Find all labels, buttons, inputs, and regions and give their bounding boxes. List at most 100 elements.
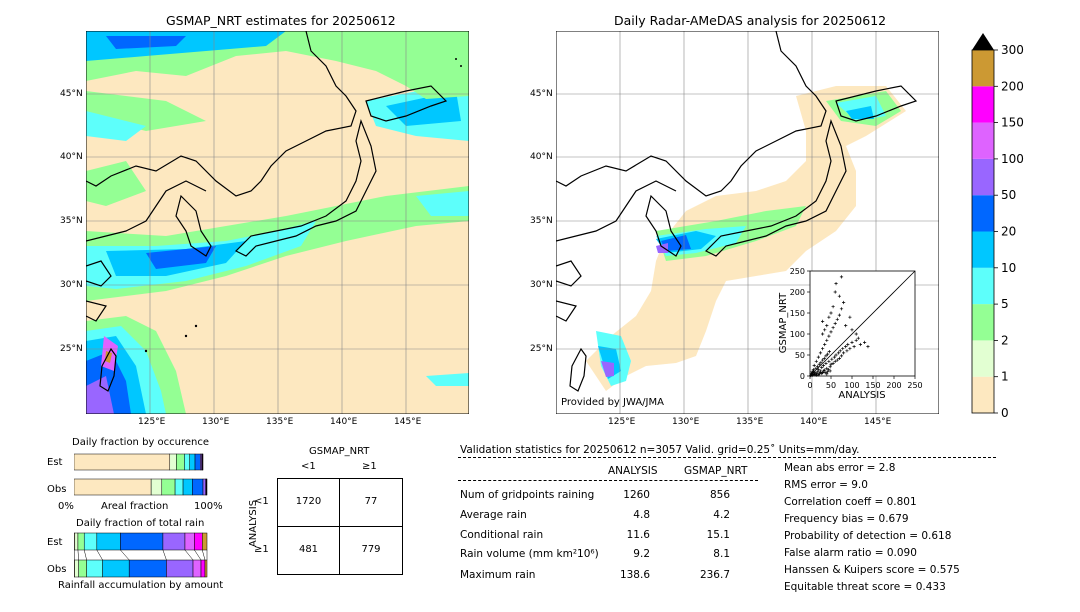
scatter-point	[828, 365, 832, 369]
scatter-xticks: 0 50 100 150 200 250	[807, 376, 923, 390]
colorbar-tick-label: 2	[1001, 333, 1009, 347]
scatter-point	[845, 349, 849, 353]
colorbar-tick-label: 100	[1001, 152, 1024, 166]
scatter-point	[821, 332, 825, 336]
validation-row-analysis: 1260	[623, 489, 650, 501]
scatter-inset: 0 50 100 150 200 250 0 50 100 150 200 250 ANALYSIS…	[778, 267, 923, 401]
scatter-xtick-label: 50	[826, 381, 836, 390]
scatter-point	[815, 370, 820, 374]
total-rain-title: Daily fraction of total rain	[76, 518, 205, 529]
stacked-bar-segment	[74, 453, 171, 471]
scatter-point	[866, 345, 870, 349]
scatter-point	[842, 300, 846, 305]
scatter-ytick-label: 150	[790, 309, 805, 318]
colorbar-tick-label: 300	[1001, 43, 1024, 57]
contingency-row-label: <1	[254, 496, 269, 507]
colorbar-tick-label: 150	[1001, 116, 1024, 130]
scatter-point	[817, 362, 821, 366]
occurence-title: Daily fraction by occurence	[72, 437, 210, 448]
occurence-xlabel: Areal fraction	[101, 501, 169, 512]
score-line: Probability of detection = 0.618	[784, 530, 952, 542]
right-lon-label: 145°E	[864, 417, 892, 427]
occurence-xtick-1: 100%	[194, 501, 223, 512]
scatter-xtick-label: 200	[886, 381, 901, 390]
score-line: Correlation coeff = 0.801	[784, 496, 917, 508]
scatter-point	[863, 340, 867, 344]
scatter-point	[837, 313, 841, 317]
left-lon-label: 125°E	[138, 417, 166, 427]
colorbar-segment	[972, 50, 994, 87]
score-line: Equitable threat score = 0.433	[784, 581, 946, 593]
stacked-bar-segment	[78, 559, 87, 578]
scatter-point	[823, 371, 827, 375]
contingency-row-label: ≥1	[254, 544, 269, 555]
scatter-point	[839, 354, 844, 358]
colorbar-segments	[972, 50, 994, 413]
scatter-point	[842, 351, 846, 355]
scatter-point	[837, 356, 841, 360]
score-line: Mean abs error = 2.8	[784, 462, 896, 474]
scatter-point	[818, 351, 823, 355]
right-lon-label: 140°E	[800, 417, 828, 427]
left-lat-label: 45°N	[60, 89, 83, 99]
validation-row-gsmap: 8.1	[713, 548, 730, 560]
scatter-point	[841, 347, 845, 351]
rain-connector-line	[120, 549, 130, 561]
left-map	[86, 31, 469, 414]
stacked-bar-segment	[77, 532, 85, 551]
validation-row-label: Rain volume (mm km²10⁶)	[460, 548, 599, 560]
scatter-point	[821, 363, 826, 368]
contingency-table: 1720 77 481 779	[277, 478, 403, 575]
scatter-point	[819, 360, 823, 365]
stacked-bar-segment	[192, 478, 204, 496]
right-lon-label: 125°E	[608, 417, 636, 427]
scatter-xtick-label: 100	[844, 381, 859, 390]
scatter-point	[813, 373, 817, 377]
scatter-point	[823, 342, 827, 347]
score-line: Frequency bias = 0.679	[784, 513, 909, 525]
scatter-point	[839, 275, 844, 279]
scatter-point	[821, 369, 826, 373]
contingency-cell: 481	[298, 544, 319, 555]
left-lat-label: 30°N	[60, 280, 83, 290]
validation-row-label: Num of gridpoints raining	[460, 489, 595, 501]
left-map-title: GSMAP_NRT estimates for 20250612	[166, 13, 396, 28]
scatter-point	[825, 324, 829, 328]
scatter-point	[812, 363, 816, 368]
scatter-point	[816, 355, 820, 359]
scatter-point	[824, 361, 828, 365]
right-map	[556, 31, 939, 414]
validation-row-gsmap: 4.2	[713, 509, 730, 521]
occurence-xtick-0: 0%	[58, 501, 74, 512]
scatter-point	[816, 368, 820, 372]
scatter-point	[810, 370, 814, 374]
validation-divider	[458, 457, 996, 458]
scatter-point	[826, 368, 831, 372]
stacked-bar-segment	[74, 559, 79, 578]
stacked-bar-segment	[202, 532, 208, 551]
colorbar-segment	[972, 267, 994, 305]
scatter-point	[858, 342, 862, 347]
stacked-bar-segment	[202, 478, 206, 496]
contingency-col-title: GSMAP_NRT	[309, 446, 370, 457]
colorbar-segment	[972, 86, 994, 123]
stacked-bar-segment	[174, 478, 184, 496]
stacked-bar-segment	[194, 453, 201, 471]
scatter-point	[844, 345, 848, 349]
scatter-point	[814, 366, 818, 371]
contingency-cell: 1720	[295, 496, 322, 507]
scatter-point	[827, 350, 831, 354]
rain-connector-line	[77, 549, 79, 561]
colorbar-tick-label: 1	[1001, 370, 1009, 384]
scatter-point	[818, 369, 823, 373]
validation-col-gsmap: GSMAP_NRT	[684, 465, 748, 477]
right-lat-label: 45°N	[530, 89, 553, 99]
scatter-point	[821, 347, 825, 351]
scatter-xlabel: ANALYSIS	[838, 390, 885, 401]
scatter-point	[846, 342, 850, 347]
colorbar: 0 1 2 5 10 20 50 100 150 200 300	[971, 33, 1024, 420]
scatter-point	[815, 373, 819, 377]
scatter-point	[816, 373, 820, 377]
scatter-point	[831, 361, 835, 365]
scatter-point	[831, 326, 835, 330]
